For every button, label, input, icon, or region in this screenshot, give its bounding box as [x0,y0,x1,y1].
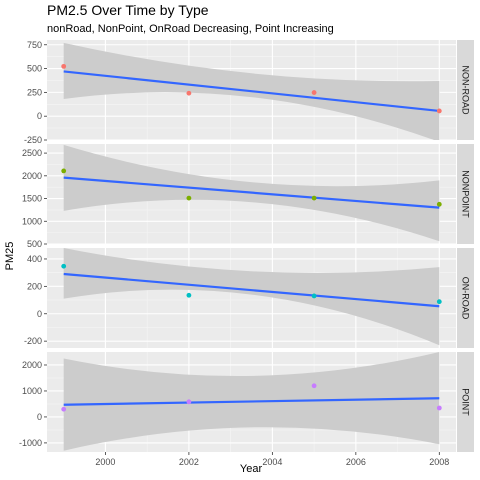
facet-strip-label: POINT [461,388,471,416]
x-tick-label: 2002 [179,457,199,467]
facet-strip [457,144,474,244]
y-tick-label: -200 [24,336,42,346]
chart-subtitle: nonRoad, NonPoint, OnRoad Decreasing, Po… [47,23,334,35]
facet-panel-nonpoint: 500 1000 1500 2000 2500 NONPOINT [22,144,474,249]
y-tick-label: 500 [27,64,42,74]
facet-strip-label: NON-ROAD [461,66,471,115]
data-point [186,292,192,298]
fit-line [63,397,440,406]
y-tick-label: 2500 [22,148,42,158]
y-tick-label: 1500 [22,194,42,204]
facet-panels: -2500250500750NON-ROAD500100015002000250… [19,40,474,452]
facet-strip [457,248,474,348]
y-tick-label: 1000 [22,386,42,396]
chart-title: PM2.5 Over Time by Type [47,2,209,18]
facet-strip [457,352,474,452]
facet-panel-non-road: -250 0 250 500 750 NON-ROAD [24,40,474,145]
data-point [436,108,442,114]
data-point [311,195,317,201]
y-tick-label: 0 [37,111,42,121]
fit-line [63,272,440,308]
facet-strip-label: NONPOINT [461,170,471,218]
y-tick-label: -250 [24,135,42,145]
facet-strip [457,40,474,140]
y-tick-label: 2000 [22,171,42,181]
data-point [436,405,442,411]
fit-line [63,176,440,209]
y-tick-label: -1000 [19,438,42,448]
fit-line [63,70,440,113]
data-point [186,90,192,96]
data-point [61,263,67,269]
y-tick-label: 500 [27,239,42,249]
y-tick-label: 400 [27,254,42,264]
facet-strip-label: ON-ROAD [461,277,471,320]
y-axis-title: PM25 [4,242,16,271]
y-tick-label: 2000 [22,360,42,370]
data-point [311,383,317,389]
y-tick-label: 200 [27,281,42,291]
y-tick-label: 0 [37,309,42,319]
y-tick-label: 0 [37,412,42,422]
facet-panel-point: -1000 0 1000 2000 POINT [19,352,474,452]
x-tick-label: 2004 [262,457,282,467]
confidence-band [63,248,440,346]
data-point [61,168,67,174]
x-axis: 2000 2002 2004 2006 2008 [95,452,449,467]
x-tick-label: 2008 [429,457,449,467]
y-tick-label: 250 [27,87,42,97]
data-point [311,90,317,95]
y-tick-label: 1000 [22,216,42,226]
data-point [186,399,192,405]
data-point [311,293,317,299]
data-point [436,299,442,305]
data-point [61,406,67,412]
y-tick-label: 750 [27,40,42,50]
data-point [61,63,67,69]
x-axis-title: Year [240,463,263,475]
x-tick-label: 2006 [346,457,366,467]
data-point [436,201,442,207]
data-point [186,195,192,201]
facet-panel-on-road: -200 0 200 400 ON-ROAD [24,248,474,348]
x-tick-label: 2000 [95,457,115,467]
